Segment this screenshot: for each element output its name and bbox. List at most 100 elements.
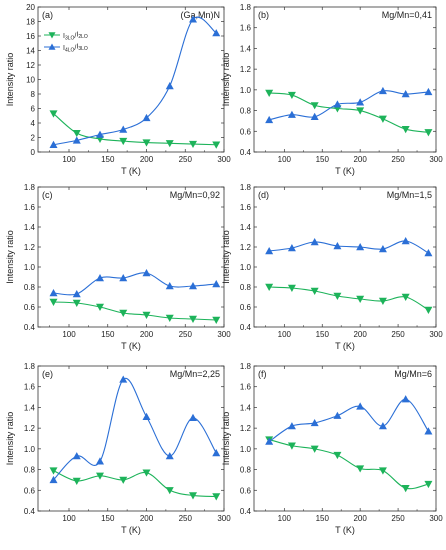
panel-annotation: Mg/Mn=0,92 [170, 190, 220, 200]
y-tick-label: 1.0 [24, 445, 36, 454]
panel-label: (e) [42, 369, 53, 379]
y-tick-label: 1.8 [240, 3, 252, 12]
x-axis-label: T (K) [121, 166, 141, 176]
data-point [142, 412, 151, 420]
data-point [119, 274, 128, 282]
plot-frame [37, 186, 225, 328]
legend-marker [48, 32, 56, 39]
data-point [378, 467, 387, 475]
series-line [53, 377, 217, 481]
data-point [401, 237, 410, 245]
x-tick-label: 100 [62, 155, 76, 164]
x-tick-label: 200 [140, 514, 154, 523]
series-green [49, 298, 221, 324]
y-tick-label: 0.4 [24, 323, 36, 332]
y-tick-label: 1.6 [24, 383, 36, 392]
y-axis-label: Intensity ratio [5, 230, 15, 284]
y-tick-label: 0.4 [24, 507, 36, 516]
data-point [401, 90, 410, 98]
y-tick-label: 1.8 [240, 362, 252, 371]
data-point [189, 413, 197, 421]
panel-label: (f) [258, 369, 267, 379]
series-blue [265, 86, 433, 124]
legend-entry: I3LO/I2LO [63, 32, 88, 42]
x-tick-label: 200 [353, 155, 367, 164]
data-point [49, 289, 58, 297]
x-tick-label: 100 [278, 155, 292, 164]
y-tick-label: 1.2 [240, 243, 252, 252]
data-point [212, 29, 221, 37]
data-point [119, 125, 128, 133]
legend-marker [48, 43, 56, 50]
panel-label: (b) [258, 10, 269, 20]
x-tick-label: 150 [101, 155, 115, 164]
y-tick-label: 1.2 [24, 424, 36, 433]
y-tick-label: 1.6 [240, 24, 252, 33]
y-tick-label: 1.8 [24, 362, 36, 371]
y-tick-label: 1.0 [240, 86, 252, 95]
panel-c: 100 150 200 250 300 0.4 0.6 0.8 1.0 1.2 1.4 1.6 1.8 T… [5, 183, 231, 351]
y-tick-label: 10 [26, 76, 35, 85]
data-point [356, 295, 365, 303]
data-point [356, 98, 365, 106]
data-point [189, 282, 197, 290]
data-point [333, 292, 342, 300]
panel-annotation: Mg/Mn=6 [394, 369, 432, 379]
x-axis-label: T (K) [121, 525, 141, 535]
data-point [333, 451, 342, 460]
x-tick-label: 150 [101, 514, 115, 523]
y-tick-label: 1.6 [240, 203, 252, 212]
x-tick-label: 250 [179, 514, 193, 523]
x-tick-label: 150 [316, 330, 330, 339]
panel-annotation: Mg/Mn=1,5 [387, 190, 432, 200]
data-point [310, 102, 319, 110]
series-green [265, 283, 433, 314]
data-point [287, 442, 296, 450]
data-point [142, 113, 151, 122]
y-tick-label: 16 [26, 32, 35, 41]
panel-label: (a) [42, 10, 53, 20]
data-point [378, 297, 387, 305]
data-point [212, 449, 221, 457]
y-tick-label: 1.4 [240, 44, 252, 53]
data-point [401, 395, 410, 403]
x-tick-label: 300 [217, 155, 231, 164]
x-tick-label: 300 [217, 330, 231, 339]
y-tick-label: 1.2 [24, 243, 36, 252]
y-tick-label: 1.4 [240, 223, 252, 232]
panel-annotation: Mg/Mn=0,41 [382, 10, 432, 20]
y-tick-label: 4 [31, 119, 36, 128]
data-point [165, 140, 174, 148]
plot-frame [253, 365, 437, 512]
y-tick-label: 0.4 [240, 148, 252, 157]
data-point [287, 110, 296, 118]
x-tick-label: 100 [62, 330, 76, 339]
x-tick-label: 100 [278, 514, 292, 523]
series-line [53, 16, 217, 146]
y-tick-label: 1.6 [24, 203, 36, 212]
y-axis-label: Intensity ratio [221, 230, 231, 284]
data-point [265, 283, 274, 291]
y-tick-label: 1.0 [240, 263, 252, 272]
data-point [189, 15, 197, 23]
data-point [96, 130, 104, 138]
data-point [310, 445, 319, 453]
data-point [287, 244, 296, 252]
data-point [165, 314, 174, 322]
y-axis-label: Intensity ratio [221, 53, 231, 107]
x-tick-label: 250 [391, 155, 405, 164]
data-point [378, 86, 387, 95]
y-axis-label: Intensity ratio [5, 53, 15, 107]
x-tick-label: 200 [140, 330, 154, 339]
x-tick-label: 300 [429, 330, 443, 339]
series-line [268, 398, 429, 443]
data-point [189, 315, 197, 323]
data-point [212, 280, 221, 288]
plot-frame [253, 186, 437, 328]
data-point [212, 316, 221, 324]
plot-frame [37, 365, 225, 512]
data-point [165, 282, 174, 290]
x-tick-label: 100 [278, 330, 292, 339]
data-point [119, 137, 128, 146]
